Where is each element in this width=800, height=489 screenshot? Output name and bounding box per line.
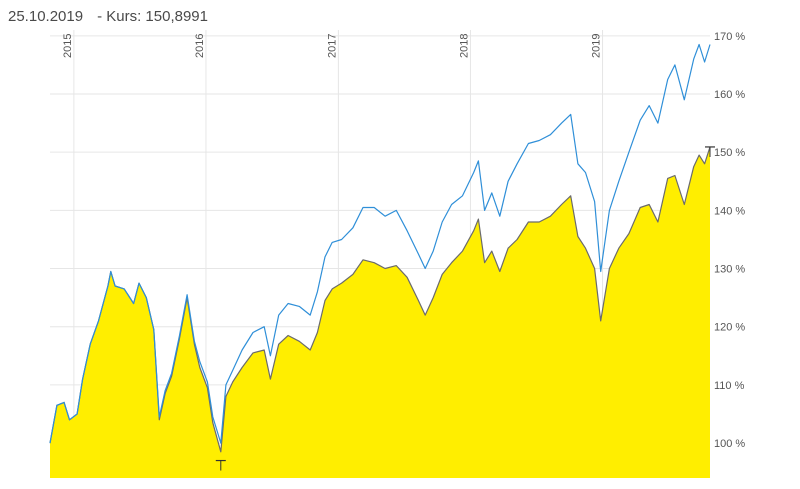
value-marker	[705, 146, 715, 157]
x-tick-label: 2015	[62, 34, 74, 58]
y-tick-label: 170 %	[714, 31, 745, 43]
y-tick-label: 100 %	[714, 438, 745, 450]
area-fill	[50, 146, 710, 478]
y-tick-label: 140 %	[714, 205, 745, 217]
y-tick-label: 130 %	[714, 264, 745, 276]
y-tick-label: 120 %	[714, 322, 745, 334]
series-layer	[49, 43, 711, 478]
x-tick-label: 2019	[591, 34, 603, 58]
y-tick-label: 160 %	[714, 89, 745, 101]
marker-layer	[215, 146, 715, 471]
chart-header: 25.10.2019 - Kurs: 150,8991	[8, 8, 208, 25]
header-date: 25.10.2019	[8, 8, 84, 25]
x-tick-label: 2018	[458, 34, 470, 58]
x-tick-label: 2016	[194, 34, 206, 58]
benchmark-line	[49, 43, 711, 444]
value-marker	[215, 459, 226, 471]
y-axis: 100 % 110 % 120 % 130 % 140 % 150 % 160 % 170 %	[714, 31, 745, 450]
x-axis: 2015 2016 2017 2018 2019	[62, 34, 603, 58]
x-tick-label: 2017	[326, 34, 338, 58]
header-price: - Kurs: 150,8991	[97, 8, 208, 25]
y-tick-label: 150 %	[714, 147, 745, 159]
y-tick-label: 110 %	[714, 380, 745, 392]
